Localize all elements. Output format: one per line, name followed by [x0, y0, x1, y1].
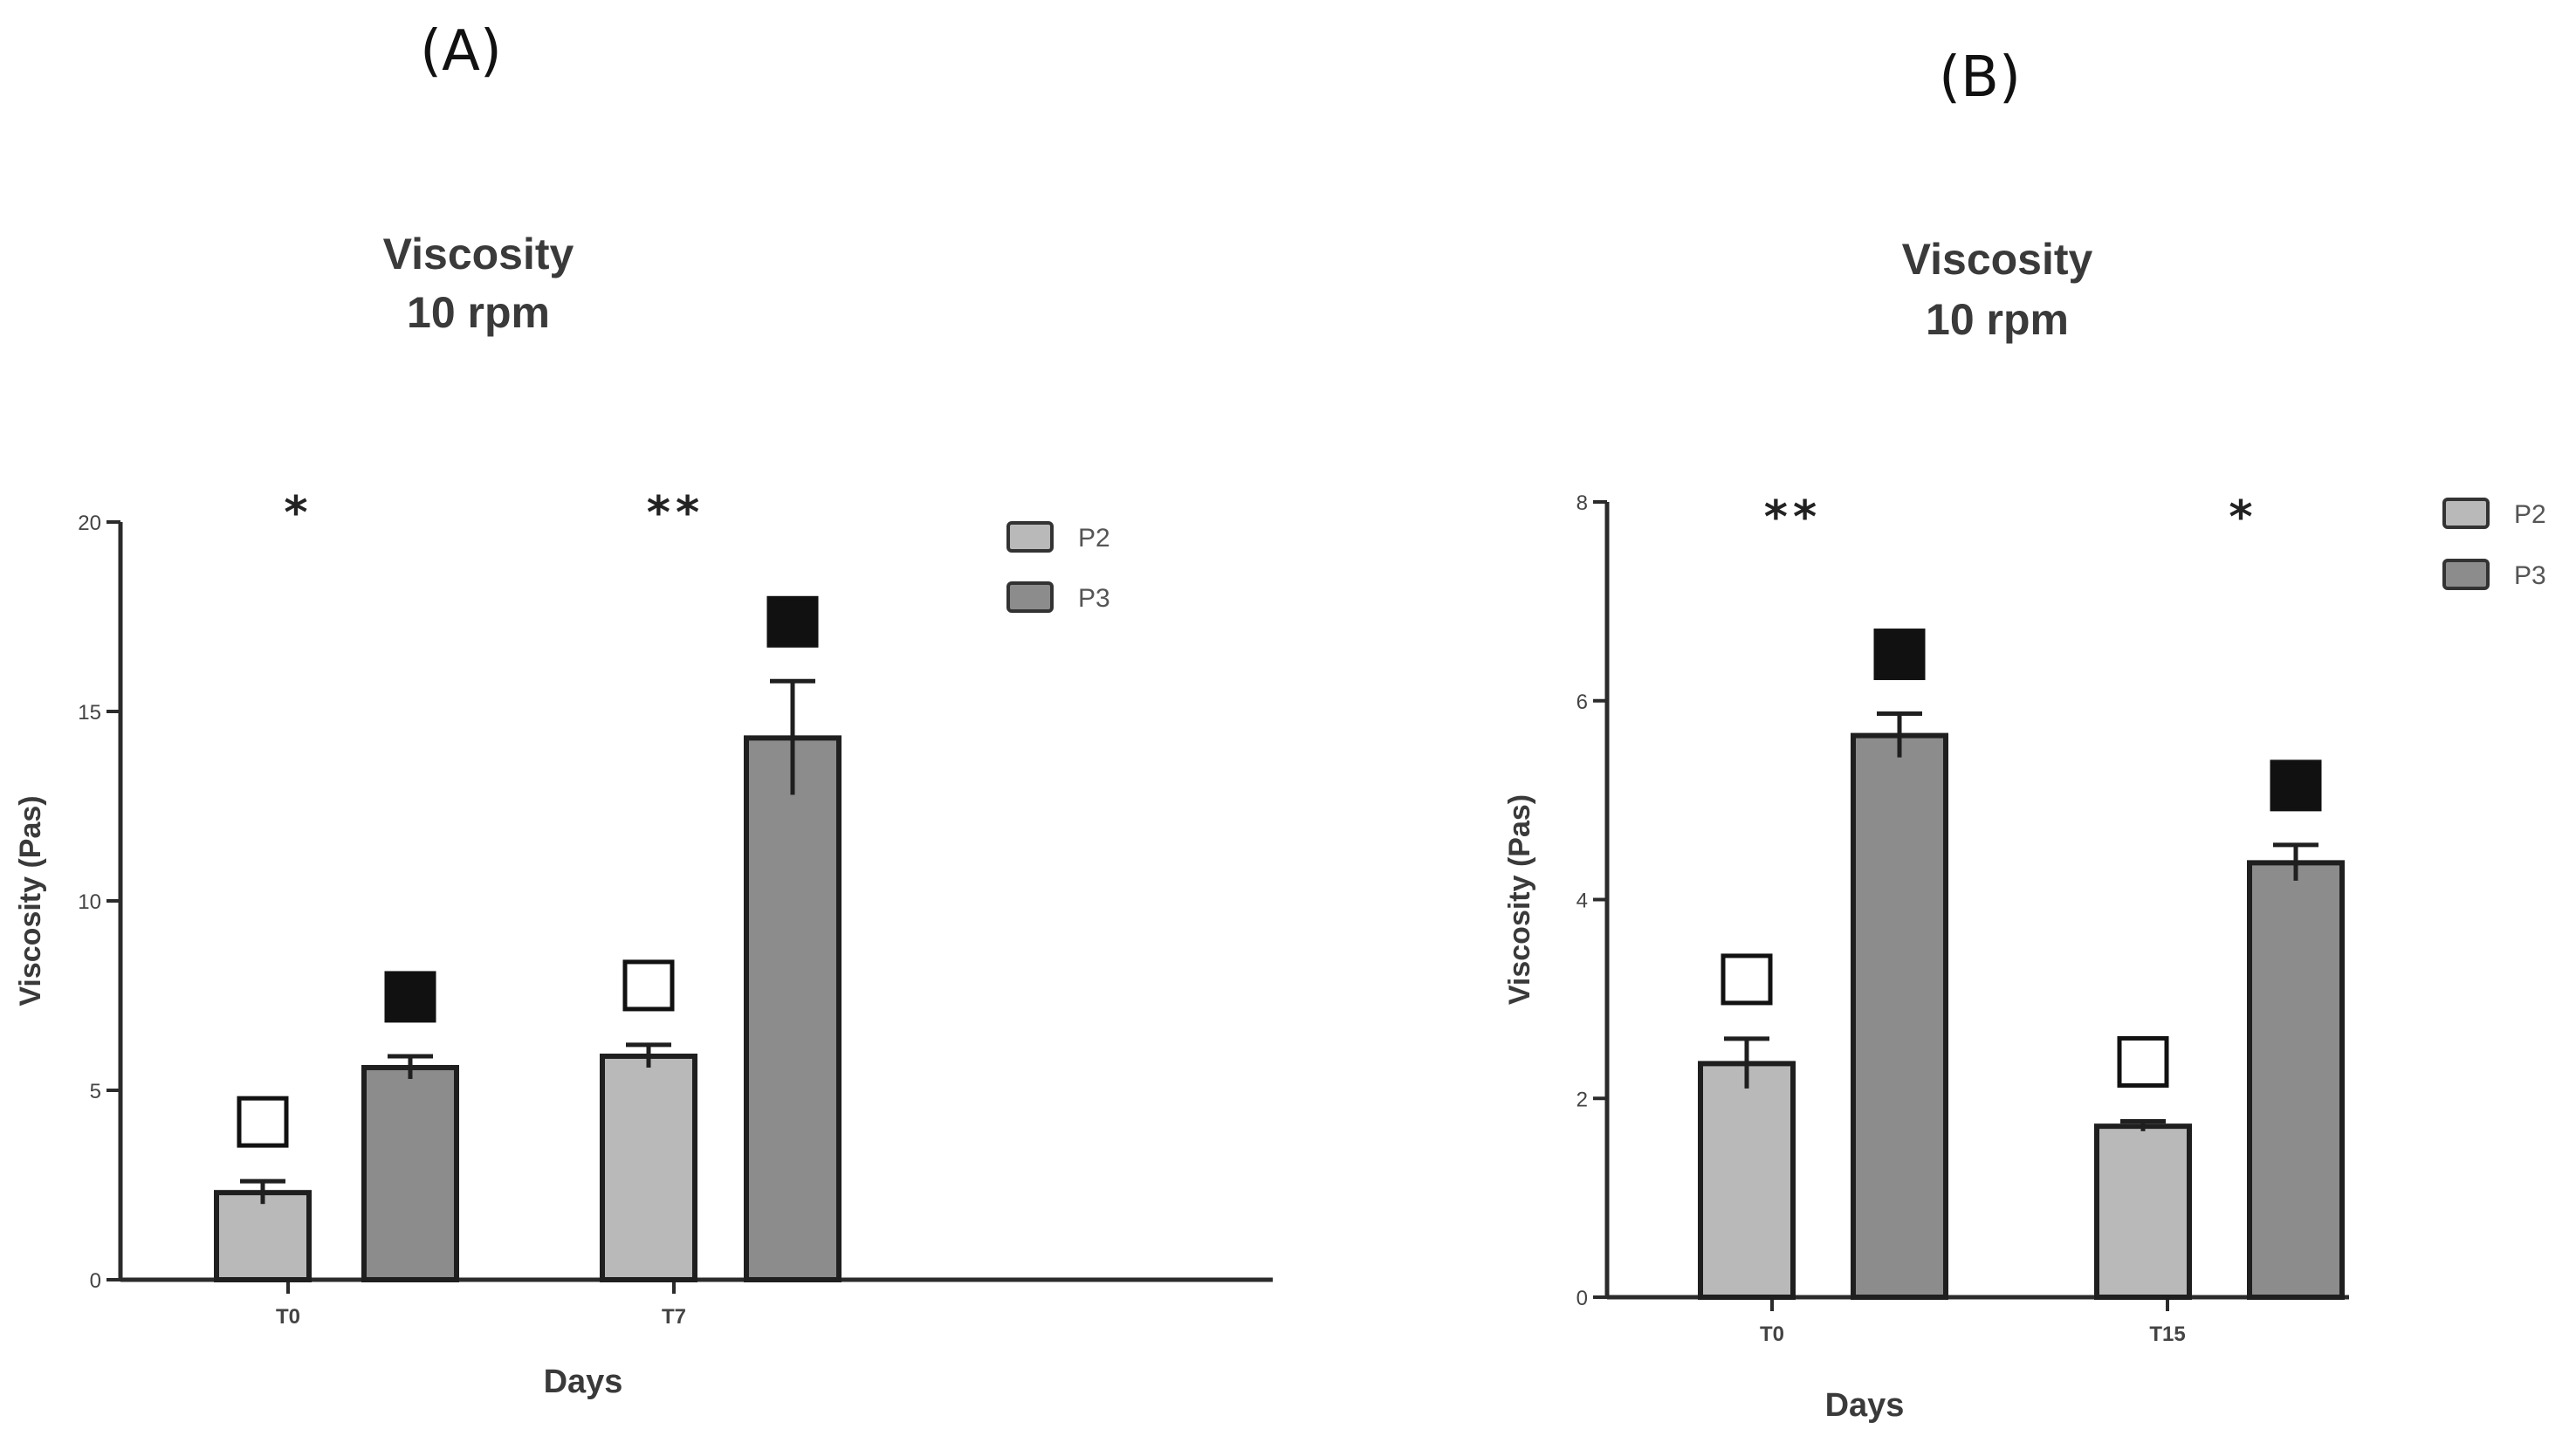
- panel-label: (B): [1939, 45, 2021, 110]
- x-tick-label: T7: [662, 1305, 686, 1329]
- filled-square-marker: [2270, 759, 2322, 812]
- legend-label-p2: P2: [1078, 524, 1110, 553]
- open-square-marker: [622, 959, 675, 1012]
- legend-swatch-p3: [2442, 559, 2490, 590]
- chart-title: Viscosity: [1902, 235, 2093, 284]
- open-square-marker: [2117, 1035, 2169, 1088]
- x-axis-label: Days: [544, 1364, 623, 1400]
- open-square-marker: [1721, 953, 1773, 1006]
- x-axis-label: Days: [1825, 1387, 1905, 1424]
- legend-label-p2: P2: [2514, 500, 2546, 529]
- y-tick-label: 6: [1577, 691, 1588, 714]
- significance-marker: **: [647, 487, 704, 539]
- filled-square-marker: [384, 971, 436, 1023]
- y-axis-label: Viscosity (Pas): [14, 795, 47, 1006]
- y-tick-label: 4: [1577, 890, 1588, 913]
- bar-p2-t7: [600, 1053, 697, 1282]
- bar-p3-t0: [1851, 732, 1948, 1300]
- y-tick-label: 5: [90, 1080, 101, 1103]
- y-tick-label: 0: [90, 1269, 101, 1293]
- y-tick-label: 8: [1577, 491, 1588, 515]
- legend-swatch-p3: [1006, 581, 1054, 613]
- y-tick-label: 10: [78, 890, 101, 914]
- x-tick-label: T15: [2149, 1323, 2185, 1346]
- chart-subtitle: 10 rpm: [407, 288, 550, 337]
- legend-label-p3: P3: [2514, 561, 2546, 590]
- y-axis-label: Viscosity (Pas): [1503, 794, 1536, 1005]
- x-tick-label: T0: [276, 1305, 300, 1329]
- legend-swatch-p2: [1006, 521, 1054, 553]
- bar-p2-t15: [2094, 1123, 2192, 1301]
- x-tick-label: T0: [1760, 1323, 1784, 1346]
- bar-p2-t0: [214, 1190, 312, 1283]
- filled-square-marker: [1873, 629, 1926, 681]
- filled-square-marker: [766, 595, 819, 648]
- chart-title: Viscosity: [383, 230, 574, 278]
- open-square-marker: [237, 1096, 289, 1148]
- bar-p3-t0: [361, 1064, 459, 1282]
- y-tick-label: 0: [1577, 1287, 1588, 1310]
- significance-marker: *: [2229, 491, 2257, 544]
- significance-marker: *: [284, 487, 313, 539]
- chart-panel-b: (B) Viscosity 10 rpm 0 2 4 6 8 T0 T15 Days Viscosit…: [1503, 45, 2546, 1424]
- significance-marker: **: [1764, 491, 1822, 544]
- legend-label-p3: P3: [1078, 584, 1110, 613]
- panel-label: (A): [420, 19, 502, 84]
- bar-p2-t0: [1698, 1061, 1796, 1301]
- y-tick-label: 2: [1577, 1088, 1588, 1111]
- y-tick-label: 20: [78, 512, 101, 535]
- bar-p3-t15: [2247, 860, 2345, 1301]
- chart-subtitle: 10 rpm: [1926, 295, 2069, 344]
- bar-p3-t7: [744, 735, 841, 1282]
- legend-swatch-p2: [2442, 498, 2490, 529]
- y-tick-label: 15: [78, 701, 101, 725]
- chart-panel-a: (A) Viscosity 10 rpm 0 5 10 15 20 T0 T7 Days Viscos…: [14, 19, 1273, 1400]
